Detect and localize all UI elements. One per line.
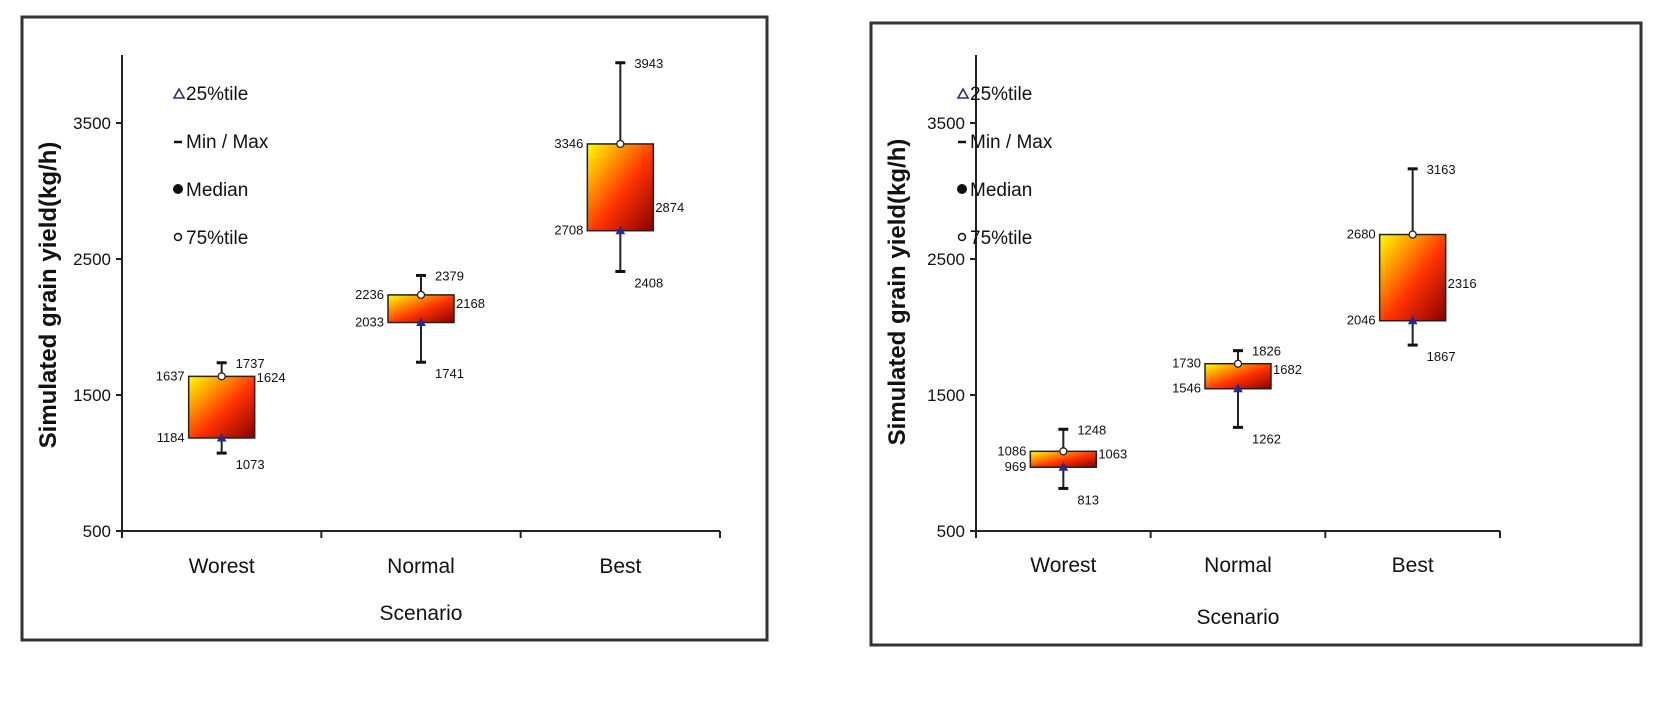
min-value-label: 813 xyxy=(1077,492,1099,507)
median-value-label: 2874 xyxy=(655,200,684,215)
q3-marker xyxy=(1233,359,1243,368)
q3-value-label: 1730 xyxy=(1172,356,1201,371)
x-category-label: Best xyxy=(599,555,641,578)
min-value-label: 1262 xyxy=(1252,431,1281,446)
q1-marker xyxy=(216,432,227,442)
median-value-label: 1682 xyxy=(1273,362,1302,377)
y-axis-title: Simulated grain yield(kg/h) xyxy=(884,139,911,446)
max-value-label: 1826 xyxy=(1252,344,1281,359)
box-best: 3163 1867 2680 2046 2316 xyxy=(1347,162,1477,364)
x-axis-title: Scenario xyxy=(380,602,463,625)
legend-label: Median xyxy=(970,180,1032,201)
y-tick-label: 500 xyxy=(83,522,111,541)
min-value-label: 1867 xyxy=(1427,349,1456,364)
q1-value-label: 969 xyxy=(1005,459,1027,474)
box-chart-left: 500 1500 2500 3500 Worest Normal Best Scenario S… xyxy=(20,15,769,642)
q3-value-label: 1086 xyxy=(997,443,1026,458)
legend-label: Min / Max xyxy=(186,132,269,153)
legend-label: 25%tile xyxy=(970,84,1032,105)
median-value-label: 2168 xyxy=(456,296,485,311)
min-value-label: 1741 xyxy=(435,366,464,381)
box-normal: 1826 1262 1730 1546 1682 xyxy=(1172,344,1302,447)
box-rect xyxy=(1378,233,1447,322)
q3-value-label: 2680 xyxy=(1347,227,1376,242)
box-normal: 2379 1741 2236 2033 2168 xyxy=(355,268,485,381)
y-tick-label: 1500 xyxy=(927,386,965,405)
median-value-label: 1624 xyxy=(257,370,286,385)
legend-label: 25%tile xyxy=(186,84,248,105)
legend-label: 75%tile xyxy=(970,228,1032,249)
x-axis-title: Scenario xyxy=(1197,606,1280,629)
legend-label: 75%tile xyxy=(186,228,248,249)
legend-label: Min / Max xyxy=(970,132,1053,153)
max-value-label: 1248 xyxy=(1077,422,1106,437)
max-value-label: 3163 xyxy=(1427,162,1456,177)
max-value-label: 2379 xyxy=(435,268,464,283)
min-value-label: 2408 xyxy=(634,276,663,291)
q3-marker xyxy=(416,290,426,300)
x-category-label: Worest xyxy=(1030,554,1096,577)
chart-panel-left: 500 1500 2500 3500 Worest Normal Best Scenario S… xyxy=(0,0,826,695)
box-chart-right: 500 1500 2500 3500 Worest Normal Best Scenario S… xyxy=(869,21,1643,647)
q1-value-label: 2708 xyxy=(554,223,583,238)
chart-frame xyxy=(20,15,769,642)
q1-marker xyxy=(416,317,426,327)
chart-frame xyxy=(869,21,1643,647)
y-tick-label: 3500 xyxy=(73,114,111,133)
q1-value-label: 2033 xyxy=(355,315,384,330)
q3-value-label: 1637 xyxy=(156,368,185,383)
max-value-label: 1737 xyxy=(236,356,265,371)
box-rect xyxy=(586,143,655,232)
x-category-label: Normal xyxy=(1204,554,1272,577)
y-axis-title: Simulated grain yield(kg/h) xyxy=(35,142,62,449)
q3-value-label: 3346 xyxy=(554,136,583,151)
x-category-label: Normal xyxy=(387,555,455,578)
legend-circle-icon xyxy=(173,232,183,242)
q1-value-label: 2046 xyxy=(1347,313,1376,328)
legend-triangle-icon xyxy=(172,87,186,99)
q1-marker xyxy=(1407,315,1418,325)
x-category-label: Best xyxy=(1392,554,1434,577)
legend-triangle-icon xyxy=(956,87,970,99)
q3-marker xyxy=(217,372,226,381)
q3-marker xyxy=(616,139,625,149)
y-tick-label: 2500 xyxy=(73,250,111,269)
y-tick-label: 3500 xyxy=(927,114,965,133)
q1-value-label: 1184 xyxy=(157,430,185,445)
q3-marker xyxy=(1059,447,1068,456)
box-rect xyxy=(187,375,256,439)
min-value-label: 1073 xyxy=(236,457,265,472)
q1-marker xyxy=(615,225,626,235)
legend-dot-icon xyxy=(957,184,967,194)
max-value-label: 3943 xyxy=(634,56,663,71)
q1-marker xyxy=(1058,462,1069,471)
q1-marker xyxy=(1233,383,1243,393)
x-category-label: Worest xyxy=(189,555,255,578)
q3-value-label: 2236 xyxy=(355,287,384,302)
median-value-label: 1063 xyxy=(1098,446,1127,461)
legend-dot-icon xyxy=(173,184,183,194)
legend-label: Median xyxy=(186,180,248,201)
legend-circle-icon xyxy=(957,232,967,242)
median-value-label: 2316 xyxy=(1448,276,1477,291)
q1-value-label: 1546 xyxy=(1172,381,1201,396)
chart-panel-right: 500 1500 2500 3500 Worest Normal Best Scenario S… xyxy=(860,0,1674,705)
q3-marker xyxy=(1408,230,1417,239)
y-tick-label: 500 xyxy=(937,522,965,541)
box-best: 3943 2408 3346 2708 2874 xyxy=(554,56,684,291)
box-worest: 1737 1073 1637 1184 1624 xyxy=(156,356,286,472)
y-tick-label: 1500 xyxy=(73,386,111,405)
y-tick-label: 2500 xyxy=(927,250,965,269)
